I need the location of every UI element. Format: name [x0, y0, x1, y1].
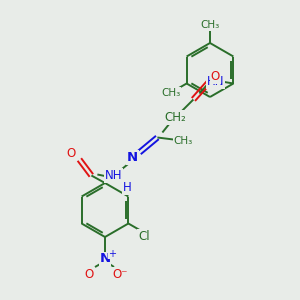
- Text: N: N: [99, 253, 111, 266]
- Text: NH: NH: [105, 169, 122, 182]
- Text: O: O: [67, 147, 76, 160]
- Text: H: H: [123, 181, 132, 194]
- Text: CH₃: CH₃: [161, 88, 181, 98]
- Text: O: O: [84, 268, 94, 281]
- Text: O: O: [211, 70, 220, 83]
- Text: Cl: Cl: [138, 230, 149, 243]
- Text: N: N: [127, 151, 138, 164]
- Text: O⁻: O⁻: [112, 268, 128, 281]
- Text: CH₃: CH₃: [200, 20, 220, 30]
- Text: HN: HN: [207, 75, 224, 88]
- Text: +: +: [108, 249, 116, 259]
- Text: CH₃: CH₃: [174, 136, 193, 146]
- Text: CH₂: CH₂: [164, 111, 186, 124]
